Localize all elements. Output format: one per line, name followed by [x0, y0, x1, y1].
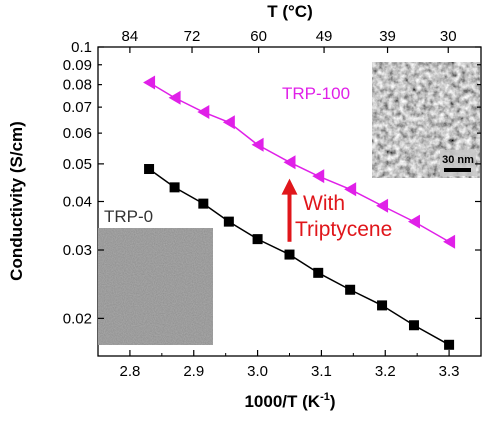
point-trp-0	[252, 234, 263, 245]
point-trp-0	[169, 182, 180, 193]
x-tick-label: 3.0	[247, 363, 268, 380]
point-trp-0	[223, 216, 234, 227]
x2-axis-title: T (°C)	[267, 2, 313, 21]
y-tick-label: 0.02	[63, 310, 92, 327]
point-trp-0	[377, 300, 388, 311]
point-trp-0	[198, 198, 209, 209]
scale-bar	[444, 168, 471, 172]
point-trp-0	[284, 249, 295, 260]
y-tick-label: 0.04	[63, 194, 92, 211]
trp100-inset-image: 30 nm	[372, 62, 480, 178]
x-axis-title-close: )	[330, 392, 336, 411]
point-trp-100	[143, 75, 156, 90]
x-tick-label: 3.1	[311, 363, 332, 380]
point-trp-100	[283, 155, 296, 170]
series-layer	[143, 75, 456, 350]
point-trp-0	[444, 339, 455, 350]
point-trp-100	[168, 90, 181, 105]
x-tick-label: 3.2	[375, 363, 396, 380]
x2-tick-label: 72	[184, 28, 201, 45]
point-trp-100	[222, 115, 235, 130]
x2-tick-label: 39	[379, 28, 396, 45]
x-tick-label: 3.3	[439, 363, 460, 380]
x-axis-title-main: 1000/T (K	[244, 392, 320, 411]
scale-bar-label: 30 nm	[442, 154, 474, 166]
y-tick-label: 0.03	[63, 242, 92, 259]
annotation-triptycene: Triptycene	[295, 218, 392, 241]
x2-tick-label: 30	[440, 28, 457, 45]
x-axis-title-sup: -1	[320, 391, 330, 403]
y-tick-label: 0.09	[63, 57, 92, 74]
point-trp-100	[344, 182, 357, 197]
point-trp-100	[407, 214, 420, 229]
x2-tick-label: 84	[122, 28, 139, 45]
x-tick-label: 2.9	[183, 363, 204, 380]
y-tick-label: 0.08	[63, 77, 92, 94]
series-label-trp-100: TRP-100	[282, 84, 350, 103]
point-trp-0	[144, 164, 155, 175]
annotation-layer	[281, 178, 298, 242]
series-label-trp-0: TRP-0	[104, 207, 153, 226]
x-axis-title: 1000/T (K-1)	[244, 391, 335, 411]
point-trp-100	[197, 105, 210, 120]
point-trp-0	[345, 284, 356, 295]
point-trp-100	[312, 169, 325, 184]
x-tick-label: 2.8	[119, 363, 140, 380]
ticks-layer: 2.8 2.9 3.0 3.1 3.2 3.3 84 72 60 49 39 30 0.10.09 0.0…	[63, 28, 481, 380]
trp0-inset-image	[98, 228, 213, 345]
point-trp-100	[251, 137, 264, 152]
point-trp-100	[376, 198, 389, 213]
annotation-with: With	[303, 192, 345, 215]
point-trp-0	[408, 320, 419, 331]
annotation-arrow-head	[281, 178, 298, 195]
y-tick-label: 0.06	[63, 125, 92, 142]
y-tick-label: 0.07	[63, 99, 92, 116]
x2-tick-label: 60	[250, 28, 267, 45]
x2-tick-label: 49	[316, 28, 333, 45]
point-trp-100	[443, 234, 456, 249]
y-axis-title: Conductivity (S/cm)	[7, 121, 26, 281]
y-tick-label: 0.05	[63, 156, 92, 173]
point-trp-0	[313, 267, 324, 278]
y-tick-label: 0.1	[71, 39, 92, 56]
